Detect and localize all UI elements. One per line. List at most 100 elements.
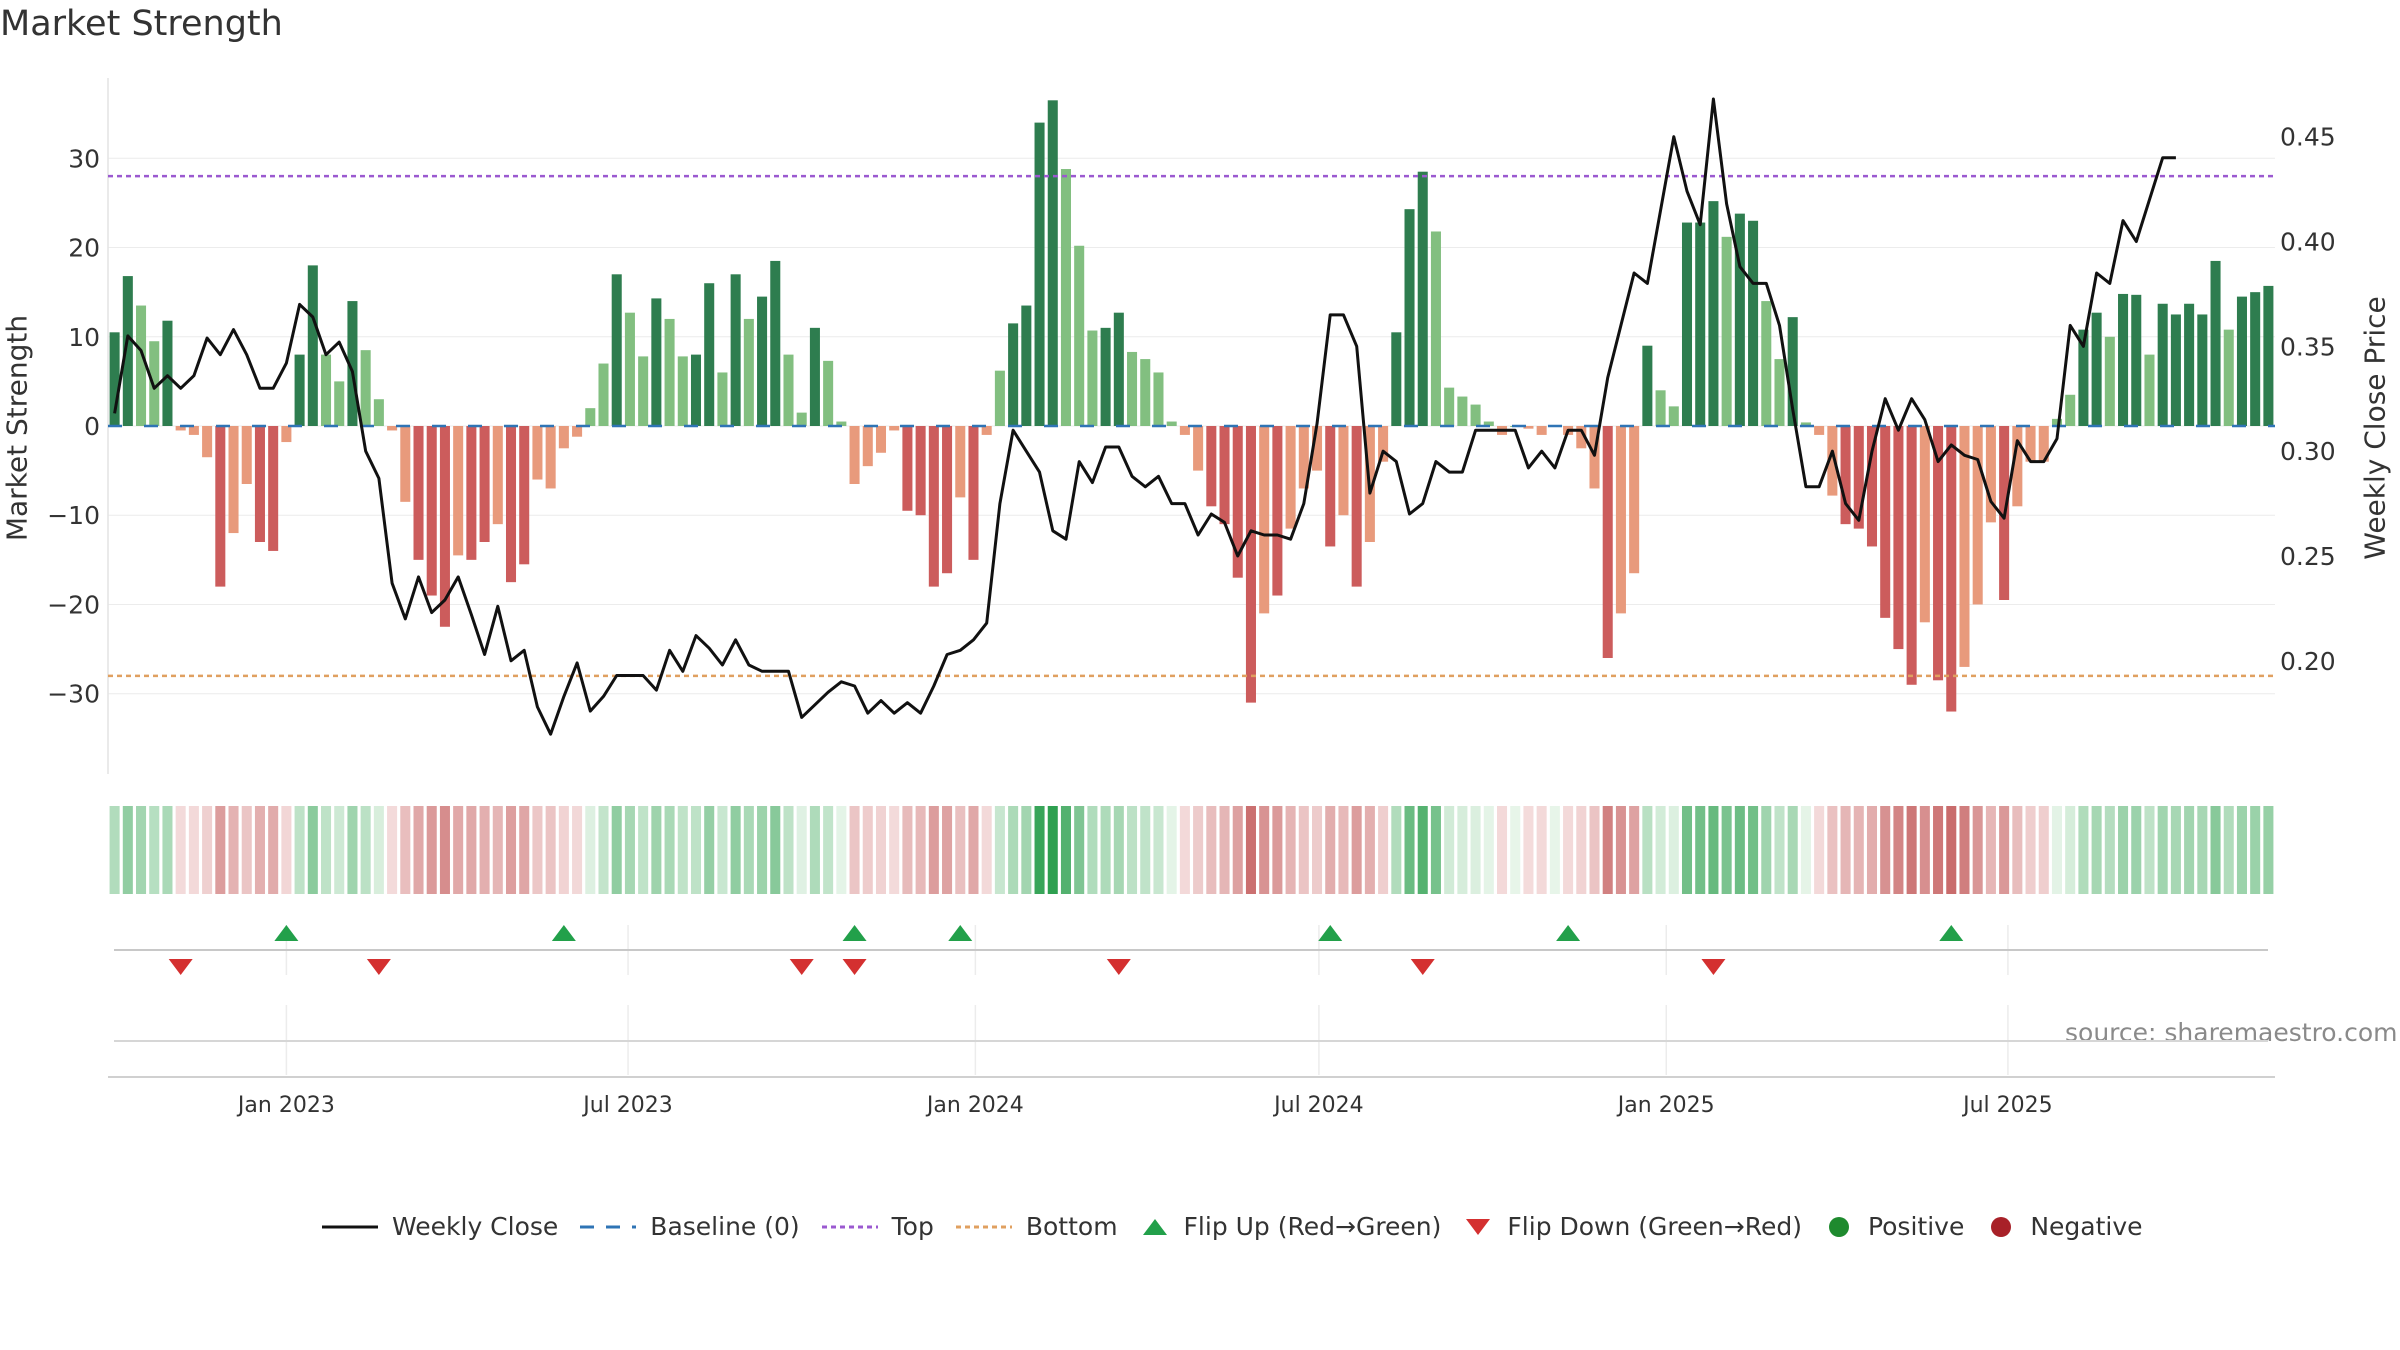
heat-strip-cell <box>2210 806 2221 894</box>
strength-bar <box>1404 209 1415 426</box>
chart-legend: Weekly Close Baseline (0) Top Bottom Flip Up… <box>320 1212 2163 1241</box>
flip-up-marker <box>842 925 867 941</box>
heat-strip-cell <box>215 806 226 894</box>
heat-strip-cell <box>1880 806 1891 894</box>
y-left-tick-label: 20 <box>68 234 100 263</box>
heat-strip-cell <box>1866 806 1878 894</box>
heat-strip-cell <box>1457 806 1468 894</box>
strength-bar <box>1193 426 1204 471</box>
heat-strip-cell <box>823 806 834 894</box>
legend-item: Weekly Close <box>320 1212 558 1241</box>
strength-bar <box>175 426 186 431</box>
strength-bar <box>254 426 265 542</box>
strength-bar <box>743 318 754 426</box>
strength-bar <box>1787 317 1798 426</box>
legend-label: Baseline (0) <box>650 1212 800 1241</box>
heat-strip-cell <box>281 806 292 894</box>
strength-bar <box>479 426 490 542</box>
flip-down-marker <box>789 959 814 975</box>
strength-bar <box>136 305 147 426</box>
strength-bar <box>1219 426 1230 525</box>
heat-strip-cell <box>136 806 147 894</box>
strength-bar <box>1642 345 1653 426</box>
strength-bar <box>545 426 556 489</box>
legend-label: Negative <box>2030 1212 2143 1241</box>
strength-bar <box>915 426 926 516</box>
heat-strip-cell <box>1272 806 1283 894</box>
heat-strip-cell <box>1919 806 1930 894</box>
strength-bar <box>1153 372 1164 426</box>
strength-bar <box>321 354 332 426</box>
legend-swatch <box>1828 1216 1849 1237</box>
strength-bar <box>2104 336 2115 426</box>
strength-bar <box>1523 426 1534 429</box>
strength-bar <box>1866 426 1878 547</box>
strength-bar <box>519 426 530 565</box>
strength-bar <box>1629 426 1640 574</box>
heat-strip-cell <box>1695 806 1706 894</box>
strength-bar <box>1457 396 1468 426</box>
heat-strip-cell <box>2144 806 2155 894</box>
strength-bar <box>373 399 384 426</box>
heat-strip-cell <box>202 806 213 894</box>
heat-strip-cell <box>2078 806 2089 894</box>
strength-bar <box>307 265 318 426</box>
strength-bar <box>1008 323 1019 426</box>
heat-strip-cell <box>241 806 252 894</box>
heat-strip-cell <box>1364 806 1375 894</box>
heat-strip-cell <box>1391 806 1402 894</box>
x-tick-label: Jul 2024 <box>1272 1093 1364 1118</box>
flip-down-marker <box>1410 959 1435 975</box>
legend-label: Top <box>891 1212 934 1241</box>
strength-bar <box>1708 201 1719 426</box>
strength-bar <box>360 350 371 426</box>
strength-bar <box>1668 406 1679 426</box>
heat-strip-cell <box>902 806 913 894</box>
heat-strip-cell <box>2104 806 2115 894</box>
y-right-tick-label: 0.40 <box>2280 228 2336 257</box>
heat-strip-cell <box>122 806 133 894</box>
strength-bar <box>796 412 807 426</box>
heat-strip-cell <box>2051 806 2062 894</box>
strength-bar <box>955 426 966 498</box>
legend-swatch <box>955 1225 1012 1228</box>
heat-strip-cell <box>730 806 741 894</box>
weekly-close-line <box>113 97 2176 736</box>
heat-strip-cell <box>1721 806 1732 894</box>
heat-strip-cell <box>2038 806 2049 894</box>
heat-strip-cell <box>1549 806 1560 894</box>
heat-strip-cell <box>1232 806 1243 894</box>
strength-bar <box>228 426 239 534</box>
strength-bar <box>334 381 345 426</box>
heat-strip-cell <box>466 806 477 894</box>
x-tick-label: Jul 2025 <box>1961 1093 2053 1118</box>
heat-strip-cell <box>2131 806 2142 894</box>
legend-item: Baseline (0) <box>578 1212 800 1241</box>
strength-bar <box>2131 294 2142 426</box>
heat-strip-cell <box>598 806 609 894</box>
strength-bar <box>1761 301 1772 426</box>
heat-strip-cell <box>1787 806 1798 894</box>
strength-bar <box>611 274 622 426</box>
heat-strip-cell <box>2157 806 2168 894</box>
strength-bar <box>1417 171 1428 426</box>
heat-strip-cell <box>387 806 398 894</box>
y-left-tick-label: −20 <box>47 590 100 619</box>
strength-bar <box>1179 426 1190 435</box>
heat-strip-cell <box>1959 806 1970 894</box>
strength-bar <box>1166 421 1177 426</box>
strength-bar <box>2038 426 2049 462</box>
heat-strip-cell <box>1893 806 1904 894</box>
chart-title: Market Strength <box>0 4 283 44</box>
strength-bar <box>704 283 715 426</box>
heat-strip-cell <box>1972 806 1983 894</box>
strength-bar <box>2078 329 2089 426</box>
heat-strip-cell <box>532 806 543 894</box>
legend-label: Positive <box>1867 1212 1965 1241</box>
heat-strip-cell <box>426 806 437 894</box>
y-right-tick-label: 0.45 <box>2280 123 2336 152</box>
strength-bar <box>2170 314 2181 426</box>
y-right-tick-label: 0.25 <box>2280 542 2336 571</box>
strength-bar <box>1047 100 1058 427</box>
heat-strip-cell <box>149 806 160 894</box>
